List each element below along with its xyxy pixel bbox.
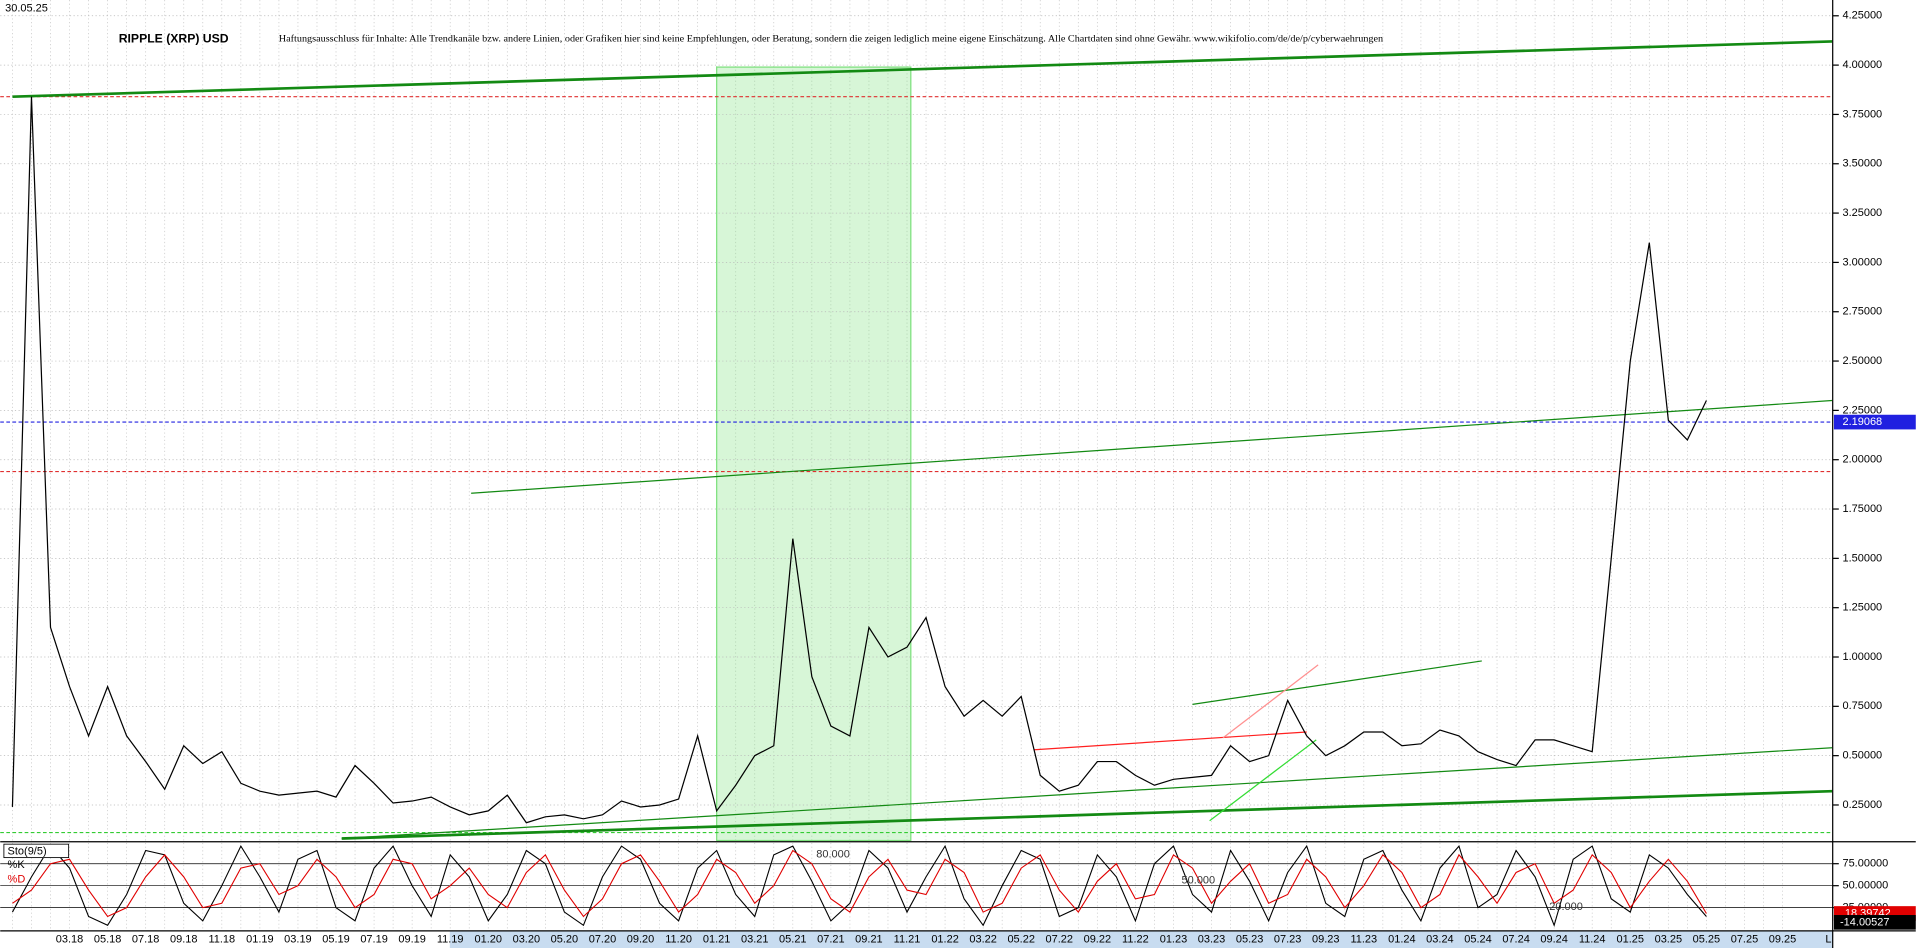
bottom-label: -14.00527 [1840,916,1889,928]
y-tick-label: 2.75000 [1842,306,1882,318]
x-tick-label: 05.21 [779,933,807,945]
trendline [12,40,1833,99]
y-tick-label: 2.00000 [1842,454,1882,466]
x-end-label: L [1825,933,1831,945]
highlight-zone [716,66,912,842]
trendline [341,789,1833,840]
y-tick-label: 3.00000 [1842,256,1882,268]
x-tick-label: 07.18 [132,933,160,945]
level-label: 50.000 [1182,875,1216,887]
x-tick-label: 07.25 [1731,933,1758,945]
stochastic-line [12,849,1707,918]
x-tick-label: 09.20 [627,933,655,945]
y-tick-label: 3.25000 [1842,207,1882,219]
y-tick-label: 1.00000 [1842,651,1882,663]
x-tick-label: 05.22 [1007,933,1035,945]
level-label: 20.000 [1549,901,1583,913]
value-box [1833,915,1916,930]
chart-subtitle: Haftungsausschluss für Inhalte: Alle Tre… [279,33,1383,44]
x-tick-label: 03.25 [1655,933,1682,945]
trendline [1192,660,1482,705]
trendline [1222,664,1319,739]
x-tick-label: 01.21 [703,933,731,945]
indicator-title: Sto(9/5) [8,845,47,857]
x-tick-label: 05.25 [1693,933,1720,945]
x-tick-label: 03.21 [741,933,769,945]
y-tick-label: 75.00000 [1842,858,1888,870]
trendline [471,399,1833,494]
x-tick-label: 03.24 [1426,933,1453,945]
y-tick-label: 2.50000 [1842,355,1882,367]
y-tick-label: 1.50000 [1842,552,1882,564]
x-tick-label: 09.19 [398,933,426,945]
x-tick-label: 01.24 [1388,933,1415,945]
x-tick-label: 07.22 [1046,933,1074,945]
x-tick-label: 11.20 [665,933,692,945]
x-tick-label: 11.24 [1579,933,1606,945]
x-tick-label: 11.21 [894,933,921,945]
value-box-label: 2.19068 [1842,416,1882,428]
y-tick-label: 3.50000 [1842,158,1882,170]
x-tick-label: 09.24 [1540,933,1567,945]
y-tick-label: 0.25000 [1842,799,1882,811]
x-tick-label: 05.24 [1464,933,1491,945]
y-tick-label: 1.75000 [1842,503,1882,515]
x-tick-label: 07.24 [1502,933,1530,945]
x-tick-label: 01.22 [931,933,959,945]
y-tick-label: 1.25000 [1842,602,1882,614]
x-tick-label: 07.23 [1274,933,1301,945]
x-tick-label: 03.23 [1198,933,1226,945]
x-tick-label: 01.23 [1160,933,1188,945]
stochastic-line [11,844,1707,927]
trendline [1209,739,1317,822]
x-tick-label: 01.19 [246,933,273,945]
chart-title: RIPPLE (XRP) USD [119,31,229,45]
x-tick-label: 09.21 [855,933,883,945]
y-tick-label: 50.00000 [1842,880,1888,892]
x-tick-label: 07.21 [817,933,845,945]
price-line [11,96,1707,824]
y-tick-label: 2.25000 [1842,404,1882,416]
x-tick-label: 11.23 [1350,933,1377,945]
y-tick-label: 4.25000 [1842,10,1882,22]
level-label: 80.000 [816,848,850,860]
x-tick-label: 07.19 [360,933,388,945]
x-tick-label: 05.19 [322,933,350,945]
x-tick-label: 03.20 [513,933,541,945]
y-tick-label: 4.00000 [1842,59,1882,71]
x-tick-label: 01.20 [475,933,503,945]
indicator-title-box [3,843,70,859]
x-tick-label: 11.19 [437,933,464,945]
x-tick-label: 03.19 [284,933,312,945]
y-tick-label: 0.50000 [1842,750,1882,762]
x-tick-label: 11.18 [208,933,235,945]
x-tick-label: 01.25 [1617,933,1644,945]
x-tick-label: 03.22 [969,933,997,945]
value-box [1833,414,1916,430]
x-tick-label: 11.22 [1122,933,1149,945]
x-tick-label: 09.25 [1769,933,1796,945]
x-tick-label: 09.18 [170,933,198,945]
x-tick-label: 07.20 [589,933,617,945]
date-label: 30.05.25 [5,2,48,14]
legend-label: %K [8,859,26,871]
x-tick-label: 09.23 [1312,933,1340,945]
x-tick-label: 05.18 [94,933,121,945]
trendline [341,747,1833,840]
x-tick-label: 05.20 [551,933,579,945]
y-tick-label: 3.75000 [1842,108,1882,120]
trendline [1034,731,1307,751]
legend-label: %D [8,873,26,885]
y-tick-label: 0.75000 [1842,700,1882,712]
x-tick-label: 03.18 [56,933,83,945]
x-tick-label: 05.23 [1236,933,1264,945]
x-axis-highlight [449,930,1833,948]
x-tick-label: 09.22 [1084,933,1112,945]
